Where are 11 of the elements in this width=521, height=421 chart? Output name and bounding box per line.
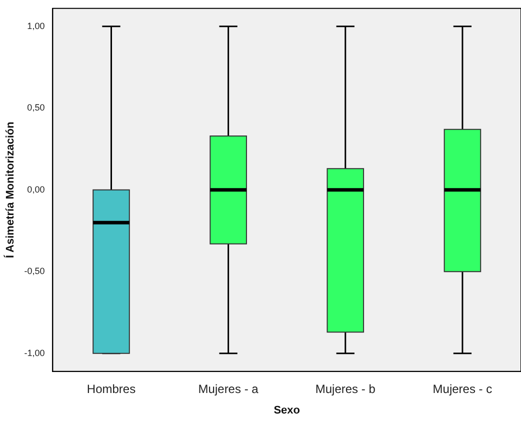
y-tick-label: 0,00 (27, 184, 45, 194)
x-tick-label: Mujeres - b (315, 382, 376, 396)
y-tick-label: 0,50 (27, 102, 45, 113)
y-tick-label: -0,50 (24, 266, 45, 276)
x-tick-label: Mujeres - c (432, 382, 492, 396)
y-axis-title: Í Asimetría Monitorización (4, 121, 17, 258)
x-axis-title: Sexo (274, 404, 300, 416)
y-tick-label: 1,00 (27, 20, 45, 31)
x-tick-label: Hombres (86, 382, 136, 396)
x-tick-label: Mujeres - a (198, 382, 259, 396)
y-tick-label: -1,00 (24, 348, 45, 358)
